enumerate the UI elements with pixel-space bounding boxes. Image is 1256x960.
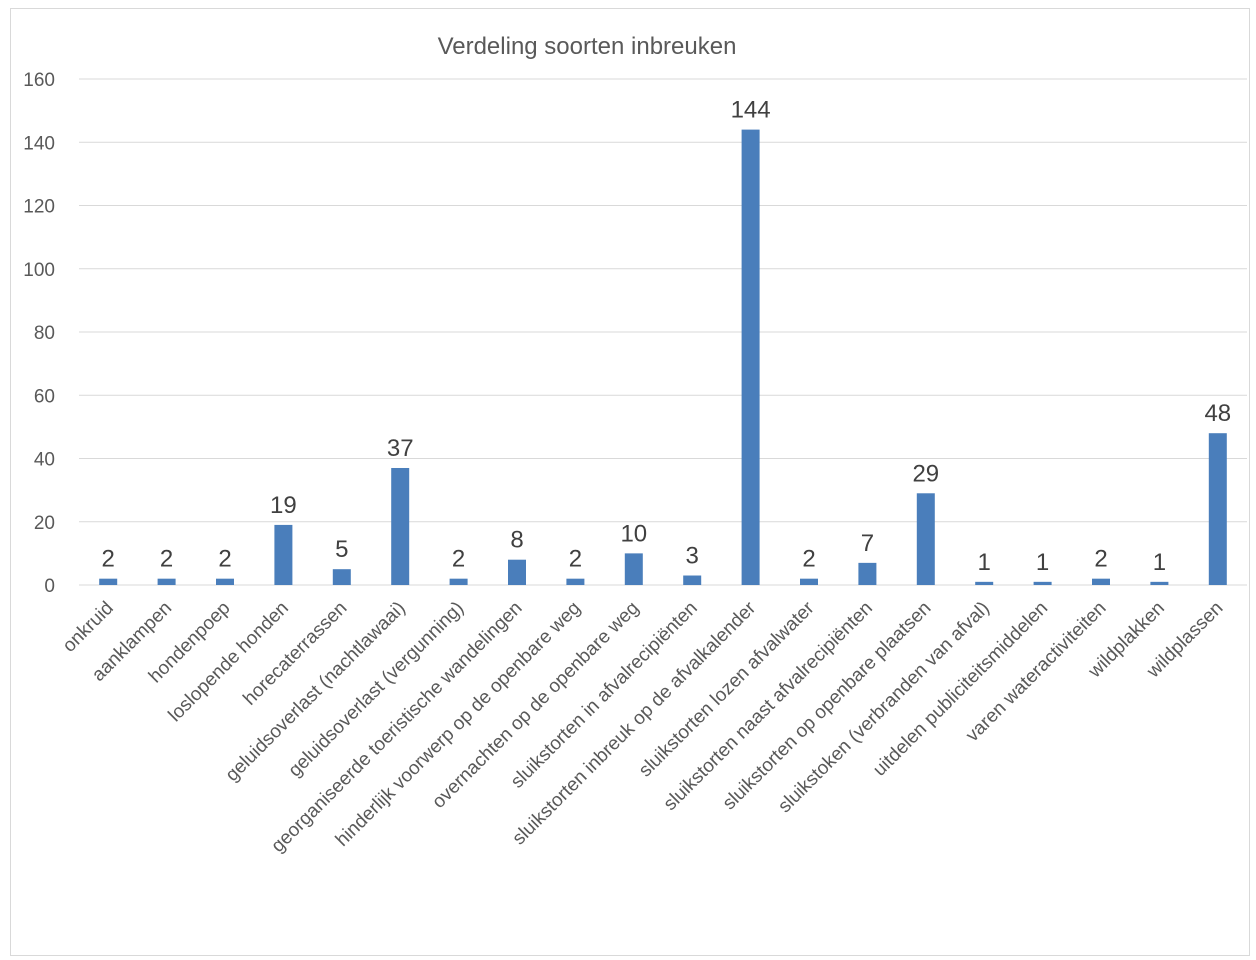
data-label: 5 xyxy=(335,536,348,563)
y-tick-label: 120 xyxy=(23,197,55,218)
bar xyxy=(508,559,526,585)
y-tick-label: 140 xyxy=(23,133,55,154)
bar xyxy=(1092,578,1110,585)
bar xyxy=(332,569,351,585)
data-label: 29 xyxy=(912,460,939,487)
x-tick-label: sluikstorten naast afvalrecipiënten xyxy=(660,598,877,815)
chart-frame: Verdeling soorten inbreuken 0 20 40 60 80 100… xyxy=(10,8,1250,956)
data-label: 2 xyxy=(1094,546,1107,573)
y-tick-label: 160 xyxy=(23,70,55,91)
data-label: 7 xyxy=(861,530,874,557)
y-axis-ticks: 0 20 40 60 80 100 120 140 160 xyxy=(23,70,55,597)
bar xyxy=(566,578,585,585)
data-label: 2 xyxy=(102,546,115,573)
data-label: 10 xyxy=(620,520,647,547)
bar xyxy=(216,578,234,585)
data-label: 144 xyxy=(731,97,771,124)
data-label: 3 xyxy=(686,543,699,570)
data-label: 1 xyxy=(1036,549,1049,576)
data-label: 2 xyxy=(218,546,231,573)
data-label: 37 xyxy=(387,435,414,462)
x-tick-label: sluikstoken (verbranden van afval) xyxy=(774,598,993,817)
bar xyxy=(1208,433,1227,585)
data-labels: 2 2 2 19 5 37 2 8 2 10 3 144 2 7 29 1 1 2 1 48 xyxy=(102,97,1232,576)
bar xyxy=(391,467,410,585)
bar xyxy=(157,578,176,585)
data-label: 1 xyxy=(1153,549,1166,576)
data-label: 1 xyxy=(978,549,991,576)
bar xyxy=(741,129,760,585)
chart-title: Verdeling soorten inbreuken xyxy=(438,33,737,60)
data-label: 2 xyxy=(452,546,465,573)
bar xyxy=(1033,581,1052,585)
y-tick-label: 100 xyxy=(23,260,55,281)
bar xyxy=(624,553,643,585)
y-tick-label: 40 xyxy=(34,450,55,471)
x-tick-label: sluikstorten op openbare plaatsen xyxy=(719,598,936,815)
bar xyxy=(274,524,293,585)
y-tick-label: 0 xyxy=(44,576,55,597)
x-tick-label: onkruid xyxy=(59,598,118,657)
data-label: 2 xyxy=(569,546,582,573)
y-tick-label: 20 xyxy=(34,513,55,534)
bar xyxy=(99,578,118,585)
bar xyxy=(449,578,468,585)
data-label: 2 xyxy=(802,546,815,573)
data-label: 2 xyxy=(160,546,173,573)
gridlines xyxy=(79,78,1247,586)
chart-canvas: Verdeling soorten inbreuken 020406080100… xyxy=(23,33,1247,857)
data-label: 19 xyxy=(270,492,297,519)
data-label: 8 xyxy=(510,527,523,554)
bar xyxy=(1150,581,1169,585)
bar xyxy=(916,493,935,585)
bars xyxy=(99,129,1227,585)
x-tick-label: overnachten op de openbare weg xyxy=(428,598,643,813)
bar xyxy=(683,575,702,585)
bar xyxy=(975,581,994,585)
y-tick-label: 80 xyxy=(34,323,55,344)
x-tick-label: horecaterrassen xyxy=(239,598,351,710)
bar xyxy=(800,578,818,585)
y-tick-label: 60 xyxy=(34,386,55,407)
data-label: 48 xyxy=(1204,400,1231,427)
bar xyxy=(858,562,877,585)
